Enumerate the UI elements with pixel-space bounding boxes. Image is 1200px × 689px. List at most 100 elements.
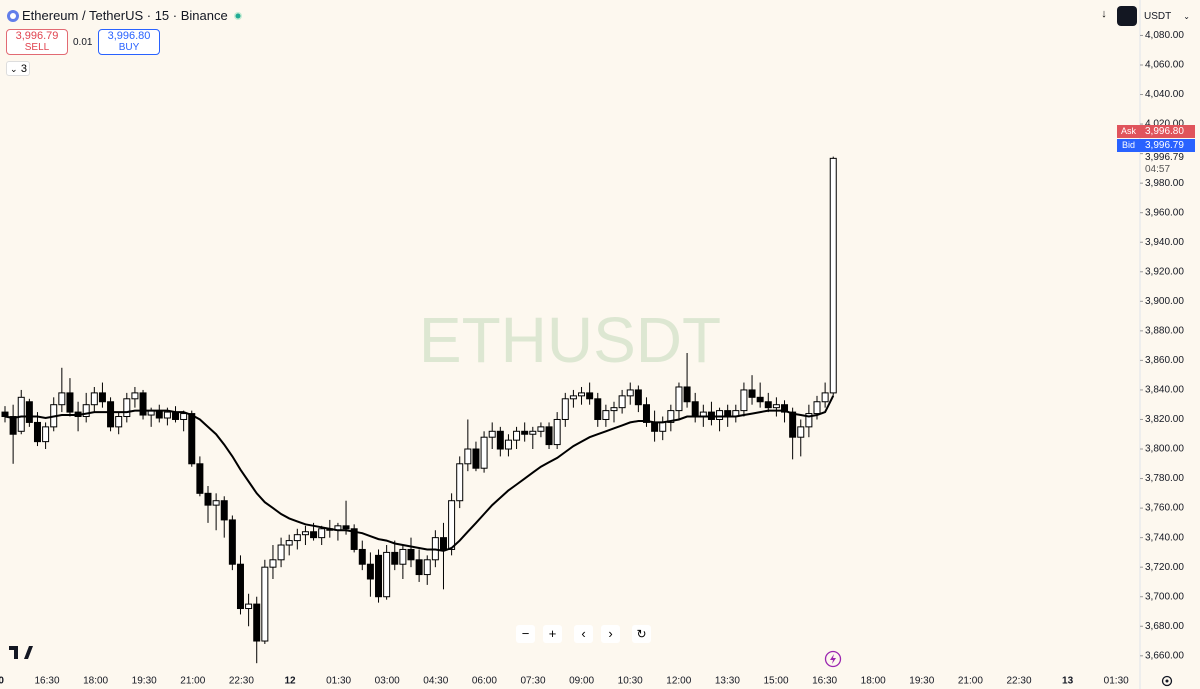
watermark: ETHUSDT [419,304,721,376]
buy-button[interactable]: 3,996.80 BUY [98,29,160,55]
candle-body [366,563,374,580]
settings-icon[interactable] [1160,674,1174,688]
x-tick-label: 13:30 [715,676,740,687]
candle-body [480,436,488,469]
indicators-toggle[interactable]: ⌄ 3 [6,61,30,76]
candle-body [553,418,561,446]
candle-body [439,537,447,550]
candle-body [634,389,642,406]
candle-body [781,404,789,413]
buy-label: BUY [118,42,140,53]
x-tick-label: 09:00 [569,676,594,687]
alert-icon[interactable] [824,650,842,668]
currency: USDT [1144,11,1172,22]
y-tick-label: 4,060.00 [1145,60,1184,71]
y-tick-label: 3,900.00 [1145,296,1184,307]
candle-body [25,401,33,423]
x-tick-label: 13 [1062,676,1074,687]
candle-body [269,559,277,568]
zoom-out[interactable]: − [516,625,535,643]
candle-body [139,392,147,416]
ask-tag-label: Ask [1117,125,1140,138]
candle-body [33,421,41,443]
nav-controls: − + ‹ › ↻ [516,625,651,643]
x-tick-label: 07:30 [520,676,545,687]
x-tick-label: 18:00 [83,676,108,687]
candle-body [813,401,821,415]
candle-body [448,500,456,550]
candle-body [748,389,756,398]
scroll-left[interactable]: ‹ [574,625,593,643]
candle-body [521,430,529,435]
ask-tag: 3,996.80 [1140,125,1195,138]
candle-body [618,395,626,409]
candle-body [293,534,301,542]
candle-body [464,448,472,465]
candle-body [716,410,724,420]
candle-body [172,411,180,420]
bid-tag-label: Bid [1117,139,1140,152]
candle-body [805,413,813,428]
candle-body [1,411,9,418]
candle-body [212,500,220,506]
x-tick-label: 21:00 [180,676,205,687]
candle-body [310,531,318,539]
candle-body [301,531,309,536]
candle-body [98,392,106,403]
sell-button[interactable]: 3,996.79 SELL [6,29,68,55]
candle-body [358,548,366,565]
x-tick-label: 19:30 [909,676,934,687]
y-tick-label: 3,920.00 [1145,266,1184,277]
x-tick-label: 21:00 [958,676,983,687]
x-tick-label: 22:30 [229,676,254,687]
candle-body [578,392,586,397]
reset-chart[interactable]: ↻ [632,625,651,643]
candle-body [764,401,772,409]
candle-body [756,396,764,403]
y-tick-label: 3,960.00 [1145,207,1184,218]
y-tick-label: 3,720.00 [1145,562,1184,573]
candle-body [642,404,650,423]
symbol-title: Ethereum / TetherUS · 15 · Binance [22,8,228,23]
x-tick-label: 22:30 [1006,676,1031,687]
y-tick-label: 3,740.00 [1145,532,1184,543]
candle-body [66,392,74,413]
candle-body [415,559,423,576]
candle-body [285,540,293,546]
x-tick-label: 04:30 [423,676,448,687]
candle-body [797,426,805,438]
x-tick-label: 16:30 [34,676,59,687]
x-tick-label: 19:30 [132,676,157,687]
y-tick-label: 3,800.00 [1145,444,1184,455]
candle-body [659,421,667,432]
candle-body [9,416,17,435]
download-button[interactable]: ↓ [1101,8,1107,20]
candle-body [90,392,98,406]
candle-body [561,398,569,420]
candle-body [220,500,228,521]
x-tick-label: 15:00 [763,676,788,687]
candle-body [82,404,90,418]
zoom-in[interactable]: + [543,625,562,643]
x-tick-label: 10:30 [618,676,643,687]
y-tick-label: 3,820.00 [1145,414,1184,425]
candle-body [277,544,285,561]
candle-body [691,401,699,418]
currency-select[interactable]: USDT ⌄ [1144,11,1190,22]
candle-body [569,395,577,400]
y-tick-label: 3,940.00 [1145,237,1184,248]
countdown: 04:57 [1145,164,1171,175]
candle-body [626,389,634,397]
candle-body [391,551,399,565]
sell-price: 3,996.79 [15,30,59,42]
candle-body [423,559,431,576]
y-tick-label: 3,980.00 [1145,178,1184,189]
candle-body [107,401,115,428]
screen-button[interactable] [1117,6,1137,26]
scroll-right[interactable]: › [601,625,620,643]
y-tick-label: 3,700.00 [1145,591,1184,602]
candle-body [42,426,50,443]
candle-body [504,439,512,450]
